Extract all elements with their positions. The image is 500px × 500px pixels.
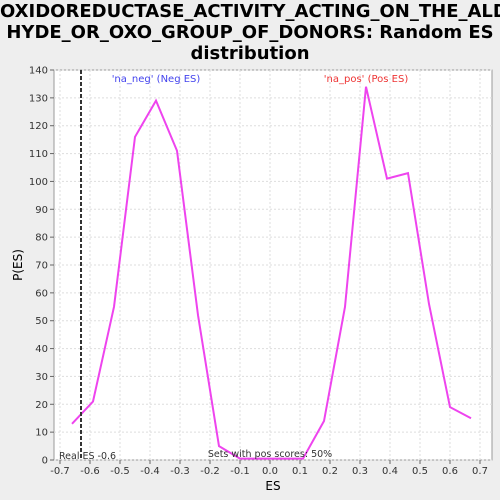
x-tick-label: 0.5 — [412, 466, 428, 477]
y-tick-label: 60 — [35, 288, 48, 299]
x-tick-label: 0.1 — [292, 466, 308, 477]
y-tick-label: 70 — [35, 261, 48, 272]
y-tick-label: 0 — [42, 456, 48, 467]
x-tick-label: 0.4 — [382, 466, 398, 477]
chart-title: OXIDOREDUCTASE_ACTIVITY_ACTING_ON_THE_AL… — [0, 1, 500, 64]
y-tick-label: 110 — [29, 149, 48, 160]
chart-title-line-2: HYDE_OR_OXO_GROUP_OF_DONORS: Random ES — [6, 22, 494, 43]
axis-ticks — [50, 69, 481, 464]
x-tick-label: 0.2 — [322, 466, 338, 477]
grid-lines — [54, 69, 492, 461]
y-tick-label: 50 — [35, 316, 48, 327]
y-tick-label: 90 — [35, 205, 48, 216]
x-tick-label: -0.1 — [230, 466, 250, 477]
x-tick-label: 0.0 — [262, 466, 278, 477]
x-tick-label: -0.2 — [200, 466, 220, 477]
sets-pos-scores-text: Sets with pos scores: 50% — [208, 449, 332, 460]
y-axis-title: P(ES) — [11, 249, 25, 281]
x-tick-label: 0.7 — [472, 466, 488, 477]
y-tick-label: 80 — [35, 233, 48, 244]
neg-es-label: 'na_neg' (Neg ES) — [112, 74, 201, 85]
chart-title-line-1: OXIDOREDUCTASE_ACTIVITY_ACTING_ON_THE_AL… — [0, 1, 500, 22]
real-es-label: Real ES -0.6 — [59, 451, 116, 462]
x-tick-label: -0.7 — [50, 466, 70, 477]
y-tick-label: 30 — [35, 372, 48, 383]
tick-labels: -0.7 -0.6 -0.5 -0.4 -0.3 -0.2 -0.1 0.0 0.1 0.2 0.3… — [29, 66, 488, 478]
x-axis-title: ES — [265, 479, 280, 493]
x-tick-label: -0.4 — [140, 466, 160, 477]
y-tick-label: 120 — [29, 121, 48, 132]
y-tick-label: 140 — [29, 66, 48, 77]
y-tick-label: 20 — [35, 400, 48, 411]
y-tick-label: 10 — [35, 428, 48, 439]
y-tick-label: 130 — [29, 93, 48, 104]
x-tick-label: 0.6 — [442, 466, 458, 477]
x-tick-label: -0.5 — [110, 466, 130, 477]
pos-es-label: 'na_pos' (Pos ES) — [324, 74, 409, 85]
x-tick-label: 0.3 — [352, 466, 368, 477]
y-tick-label: 100 — [29, 177, 48, 188]
x-tick-label: -0.3 — [170, 466, 190, 477]
chart-title-line-3: distribution — [190, 43, 310, 64]
y-tick-label: 40 — [35, 344, 48, 355]
distribution-line — [71, 86, 472, 460]
x-tick-label: -0.6 — [80, 466, 100, 477]
